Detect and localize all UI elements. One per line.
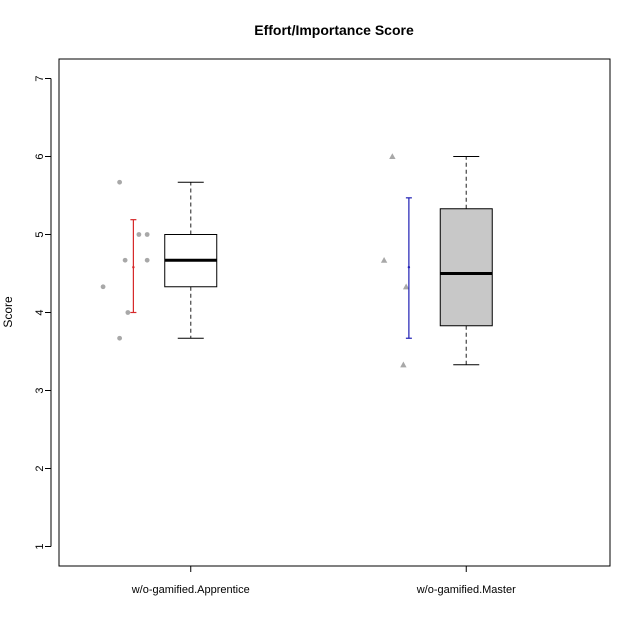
- data-point: [100, 284, 106, 290]
- data-point: [402, 283, 410, 290]
- data-point: [117, 335, 123, 341]
- y-tick-label: 6: [34, 153, 46, 159]
- y-tick-label: 1: [34, 543, 46, 549]
- x-axis: w/o-gamified.Apprentice w/o-gamified.Mast…: [131, 566, 516, 596]
- data-point: [144, 257, 150, 263]
- data-point: [144, 232, 150, 237]
- y-tick-label: 4: [34, 309, 46, 315]
- data-point: [389, 153, 396, 160]
- box-iqr: [439, 208, 493, 327]
- data-point: [400, 361, 407, 368]
- box-groups: [100, 153, 493, 368]
- error-bar-mean: [132, 266, 135, 269]
- data-point: [117, 179, 123, 185]
- y-tick-label: 2: [34, 465, 46, 471]
- y-tick-label: 5: [34, 231, 46, 237]
- y-tick-label: 7: [34, 75, 46, 81]
- box-group: [380, 153, 493, 368]
- y-axis: 1 2 3 4 5 6 7: [34, 75, 52, 550]
- x-tick-label: w/o-gamified.Master: [416, 584, 516, 596]
- error-bar: [405, 197, 412, 339]
- data-points: [380, 153, 410, 368]
- data-point: [125, 310, 131, 315]
- plot-frame: [58, 58, 611, 567]
- error-bar: [130, 219, 137, 314]
- x-tick-label: w/o-gamified.Apprentice: [131, 584, 250, 596]
- y-tick-label: 3: [34, 387, 46, 393]
- data-point: [136, 232, 142, 237]
- error-bar-mean: [407, 266, 411, 269]
- data-point: [122, 257, 128, 263]
- data-points: [100, 179, 150, 341]
- chart-title: Effort/Importance Score: [254, 22, 414, 38]
- data-point: [380, 257, 388, 263]
- box-group: [100, 179, 218, 341]
- y-axis-label: Score: [1, 296, 15, 328]
